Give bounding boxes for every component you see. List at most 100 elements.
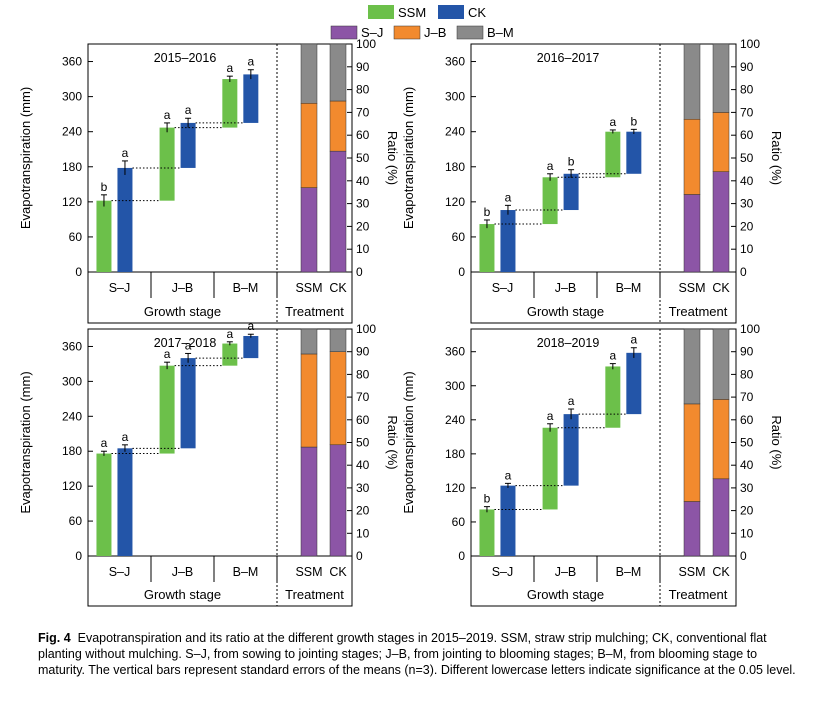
bar-ck [563, 173, 579, 211]
significance-letter: b [484, 492, 491, 506]
ratio-segment-ssm [300, 353, 318, 448]
treatment-label: SSM [678, 281, 705, 295]
y2-tick-label: 10 [356, 242, 370, 256]
significance-letter: a [568, 394, 575, 408]
y2-tick-label: 50 [740, 436, 754, 450]
category-label: J–B [555, 565, 577, 579]
y2-tick-label: 50 [356, 151, 370, 165]
significance-letter: a [247, 55, 254, 69]
ratio-segment-ck [329, 444, 347, 557]
y2-tick-label: 90 [740, 60, 754, 74]
charts: 0601201802403003600102030405060708090100… [18, 37, 784, 607]
y-tick-label: 0 [75, 549, 82, 563]
legend: SSM CK S–J J–B B–M [330, 5, 514, 40]
y2-tick-label: 40 [740, 458, 754, 472]
ratio-segment-ssm [300, 446, 318, 557]
y2-tick-label: 100 [740, 37, 760, 51]
treatment-label: CK [329, 281, 347, 295]
y-tick-label: 180 [62, 160, 82, 174]
y-tick-label: 0 [75, 265, 82, 279]
panel-title: 2015–2016 [154, 51, 217, 65]
ratio-segment-ck [329, 351, 347, 446]
ratio-segment-ssm [300, 328, 318, 355]
x2-axis-title: Treatment [285, 587, 344, 602]
y2-tick-label: 50 [740, 151, 754, 165]
ratio-segment-ck [712, 478, 730, 557]
significance-letter: a [247, 319, 254, 333]
ratio-segment-ck [329, 150, 347, 273]
y2-tick-label: 20 [356, 219, 370, 233]
ratio-segment-ck [329, 43, 347, 102]
ratio-segment-ssm [683, 118, 701, 195]
chart-panel-3: 0 60 120 180 240 300 360 0 10 20 30 40 50 60 70 80 90 100… [18, 319, 400, 607]
y2-tick-label: 60 [356, 413, 370, 427]
bar-ck [180, 358, 196, 449]
panel-title: 2016–2017 [537, 51, 600, 65]
bar-ck [243, 74, 259, 123]
significance-letter: a [505, 468, 512, 482]
y2-tick-label: 20 [740, 504, 754, 518]
bar-ck [563, 414, 579, 486]
y-tick-label: 60 [452, 515, 466, 529]
significance-letter: a [226, 327, 233, 341]
x2-axis-title: Treatment [669, 304, 728, 319]
y-axis-title: Evapotranspiration (mm) [401, 87, 416, 229]
ratio-segment-ssm [683, 43, 701, 120]
category-label: S–J [492, 281, 514, 295]
y2-tick-label: 20 [740, 219, 754, 233]
significance-letter: a [164, 108, 171, 122]
y-axis-title: Evapotranspiration (mm) [18, 371, 33, 513]
caption-text: Evapotranspiration and its ratio at the … [38, 631, 796, 677]
bar-ck [500, 485, 516, 556]
y2-tick-label: 10 [740, 526, 754, 540]
x2-axis-title: Treatment [669, 587, 728, 602]
y2-tick-label: 30 [740, 197, 754, 211]
y2-tick-label: 30 [740, 481, 754, 495]
category-label: S–J [492, 565, 514, 579]
figure-canvas: SSM CKS–J J–B B–M 0601201802403003600102030… [18, 5, 784, 607]
significance-letter: b [484, 205, 491, 219]
ratio-segment-ssm [683, 328, 701, 405]
y-tick-label: 360 [62, 339, 82, 353]
y2-tick-label: 0 [740, 265, 747, 279]
y-tick-label: 60 [69, 514, 83, 528]
x-axis-title: Growth stage [144, 304, 221, 319]
bar-ssm [96, 453, 112, 556]
y-tick-label: 240 [62, 125, 82, 139]
bar-ssm [479, 224, 495, 272]
legend-label-ssm: SSM [398, 5, 426, 20]
ratio-segment-ck [329, 100, 347, 152]
significance-letter: a [122, 146, 129, 160]
y-tick-label: 240 [445, 125, 465, 139]
y-tick-label: 240 [62, 409, 82, 423]
ratio-segment-ssm [300, 43, 318, 104]
y-tick-label: 120 [62, 479, 82, 493]
y2-tick-label: 90 [356, 60, 370, 74]
legend-label-ratio-1: J–B [424, 25, 446, 40]
ratio-segment-ck [329, 328, 347, 352]
y2-tick-label: 40 [356, 458, 370, 472]
significance-letter: a [609, 349, 616, 363]
y2-tick-label: 70 [740, 105, 754, 119]
y-tick-label: 60 [452, 230, 466, 244]
category-label: B–M [616, 565, 642, 579]
y2-tick-label: 10 [740, 242, 754, 256]
ratio-segment-ck [712, 112, 730, 172]
chart-panel-4: 0 60 120 180 240 300 360 0 10 20 30 40 50 60 70 80 90 100… [401, 322, 784, 607]
y-tick-label: 120 [445, 195, 465, 209]
y-tick-label: 120 [62, 195, 82, 209]
y-tick-label: 300 [445, 379, 465, 393]
legend-label-ratio-2: B–M [487, 25, 514, 40]
bar-ssm [222, 343, 238, 366]
y2-tick-label: 30 [356, 481, 370, 495]
y-tick-label: 120 [445, 481, 465, 495]
bar-ck [180, 122, 196, 168]
ratio-segment-ssm [300, 103, 318, 188]
category-label: S–J [109, 565, 131, 579]
treatment-label: SSM [295, 565, 322, 579]
ratio-segment-ck [712, 328, 730, 400]
bar-ssm [222, 79, 238, 128]
y2-tick-label: 60 [740, 128, 754, 142]
ratio-segment-ssm [683, 194, 701, 273]
legend-swatch-ratio-1 [393, 25, 421, 40]
